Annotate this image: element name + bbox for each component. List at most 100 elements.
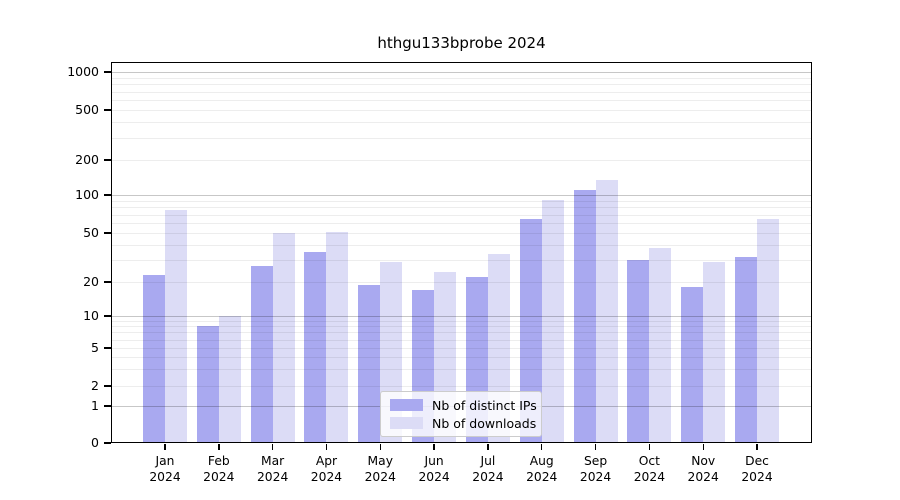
gridline-y-80 [112,207,811,209]
y-tick-2 [104,385,111,387]
gridline-y-500 [112,110,811,111]
gridline-y-800 [112,84,811,86]
x-tick-aug [541,444,543,450]
x-label-month: Jul [480,454,496,468]
bar-ips-may [358,284,381,442]
x-label-year: 2024 [364,470,396,484]
x-tick-label-nov: Nov 2024 [675,453,731,485]
x-label-year: 2024 [149,470,181,484]
bar-ips-oct [627,260,650,442]
gridline-y-40 [112,244,811,246]
x-label-month: Jun [424,454,444,468]
x-tick-label-may: May 2024 [352,453,408,485]
gridline-y-400 [112,122,811,124]
y-tick-1 [104,405,111,407]
y-tick-200 [104,159,111,161]
y-tick-label-20: 20 [83,274,99,289]
x-label-year: 2024 [310,470,343,484]
x-tick-jun [433,444,435,450]
x-label-month: May [367,454,393,468]
bar-downloads-oct [649,247,672,442]
x-label-month: Feb [207,454,230,468]
x-label-year: 2024 [203,470,235,484]
x-tick-label-aug: Aug 2024 [514,453,570,485]
bar-downloads-jan [165,210,187,442]
y-tick-label-10: 10 [83,308,99,323]
y-tick-label-5: 5 [91,340,99,355]
x-label-year: 2024 [472,470,504,484]
y-tick-label-500: 500 [75,102,99,117]
gridline-y-90 [112,200,811,202]
bar-ips-sep [573,190,596,442]
x-tick-label-apr: Apr 2024 [298,453,354,485]
legend-swatch-ips [390,399,423,411]
y-tick-label-200: 200 [75,152,99,167]
gridline-y-300 [112,137,811,139]
y-tick-label-1000: 1000 [67,64,99,79]
x-tick-label-feb: Feb 2024 [191,453,247,485]
bar-ips-aug [519,219,542,442]
bar-downloads-mar [272,233,295,442]
x-tick-label-jan: Jan 2024 [137,453,193,485]
x-label-month: Oct [638,454,660,468]
legend-swatch-downloads [390,417,423,429]
y-tick-label-0: 0 [91,435,99,450]
x-label-month: Nov [691,454,716,468]
y-tick-label-50: 50 [83,225,99,240]
y-tick-500 [104,109,111,111]
bar-downloads-dec [757,218,780,442]
bar-ips-apr [304,252,327,442]
y-tick-label-1: 1 [91,398,99,413]
legend-item-distinct-ips: Nb of distinct IPs [390,397,537,413]
legend-label-ips: Nb of distinct IPs [432,397,537,413]
y-tick-10 [104,315,111,317]
y-tick-50 [104,232,111,234]
y-tick-0 [104,442,111,444]
x-label-year: 2024 [526,470,558,484]
gridline-y-100 [112,195,811,196]
plot-area: Nb of distinct IPs Nb of downloads [111,62,812,443]
y-tick-20 [104,281,111,283]
x-tick-may [379,444,381,450]
x-tick-feb [218,444,220,450]
bar-downloads-feb [218,316,241,442]
x-label-year: 2024 [633,470,666,484]
x-label-year: 2024 [256,470,289,484]
x-tick-jul [487,444,489,450]
gridline-y-1000 [112,72,811,73]
x-tick-dec [756,444,758,450]
y-tick-label-100: 100 [75,187,99,202]
x-label-year: 2024 [687,470,719,484]
gridline-y-600 [112,100,811,101]
x-label-month: Aug [529,454,554,468]
x-tick-sep [594,444,597,450]
gridline-y-700 [112,91,811,93]
gridline-y-70 [112,214,811,216]
x-tick-label-mar: Mar 2024 [245,453,301,485]
bar-ips-feb [196,326,219,442]
y-tick-5 [104,347,111,349]
x-label-month: Dec [745,454,769,468]
x-tick-label-jul: Jul 2024 [460,453,516,485]
x-label-year: 2024 [579,470,612,484]
x-label-year: 2024 [418,470,450,484]
gridline-y-50 [112,233,811,234]
gridline-y-900 [112,77,811,79]
bar-downloads-apr [326,231,349,442]
x-label-month: Apr [315,454,338,468]
bar-downloads-nov [703,262,726,442]
y-tick-1000 [104,71,111,73]
chart-title: hthgu133bprobe 2024 [377,34,546,52]
bar-downloads-sep [595,179,618,442]
y-tick-label-2: 2 [91,378,99,393]
x-tick-apr [325,444,328,450]
bar-ips-mar [250,265,273,442]
gridline-y-60 [112,223,811,224]
x-tick-label-dec: Dec 2024 [729,453,785,485]
x-label-month: Sep [583,454,608,468]
gridline-y-200 [112,160,811,161]
legend-label-downloads: Nb of downloads [432,415,537,431]
bar-downloads-aug [541,199,564,442]
y-tick-100 [104,194,111,196]
